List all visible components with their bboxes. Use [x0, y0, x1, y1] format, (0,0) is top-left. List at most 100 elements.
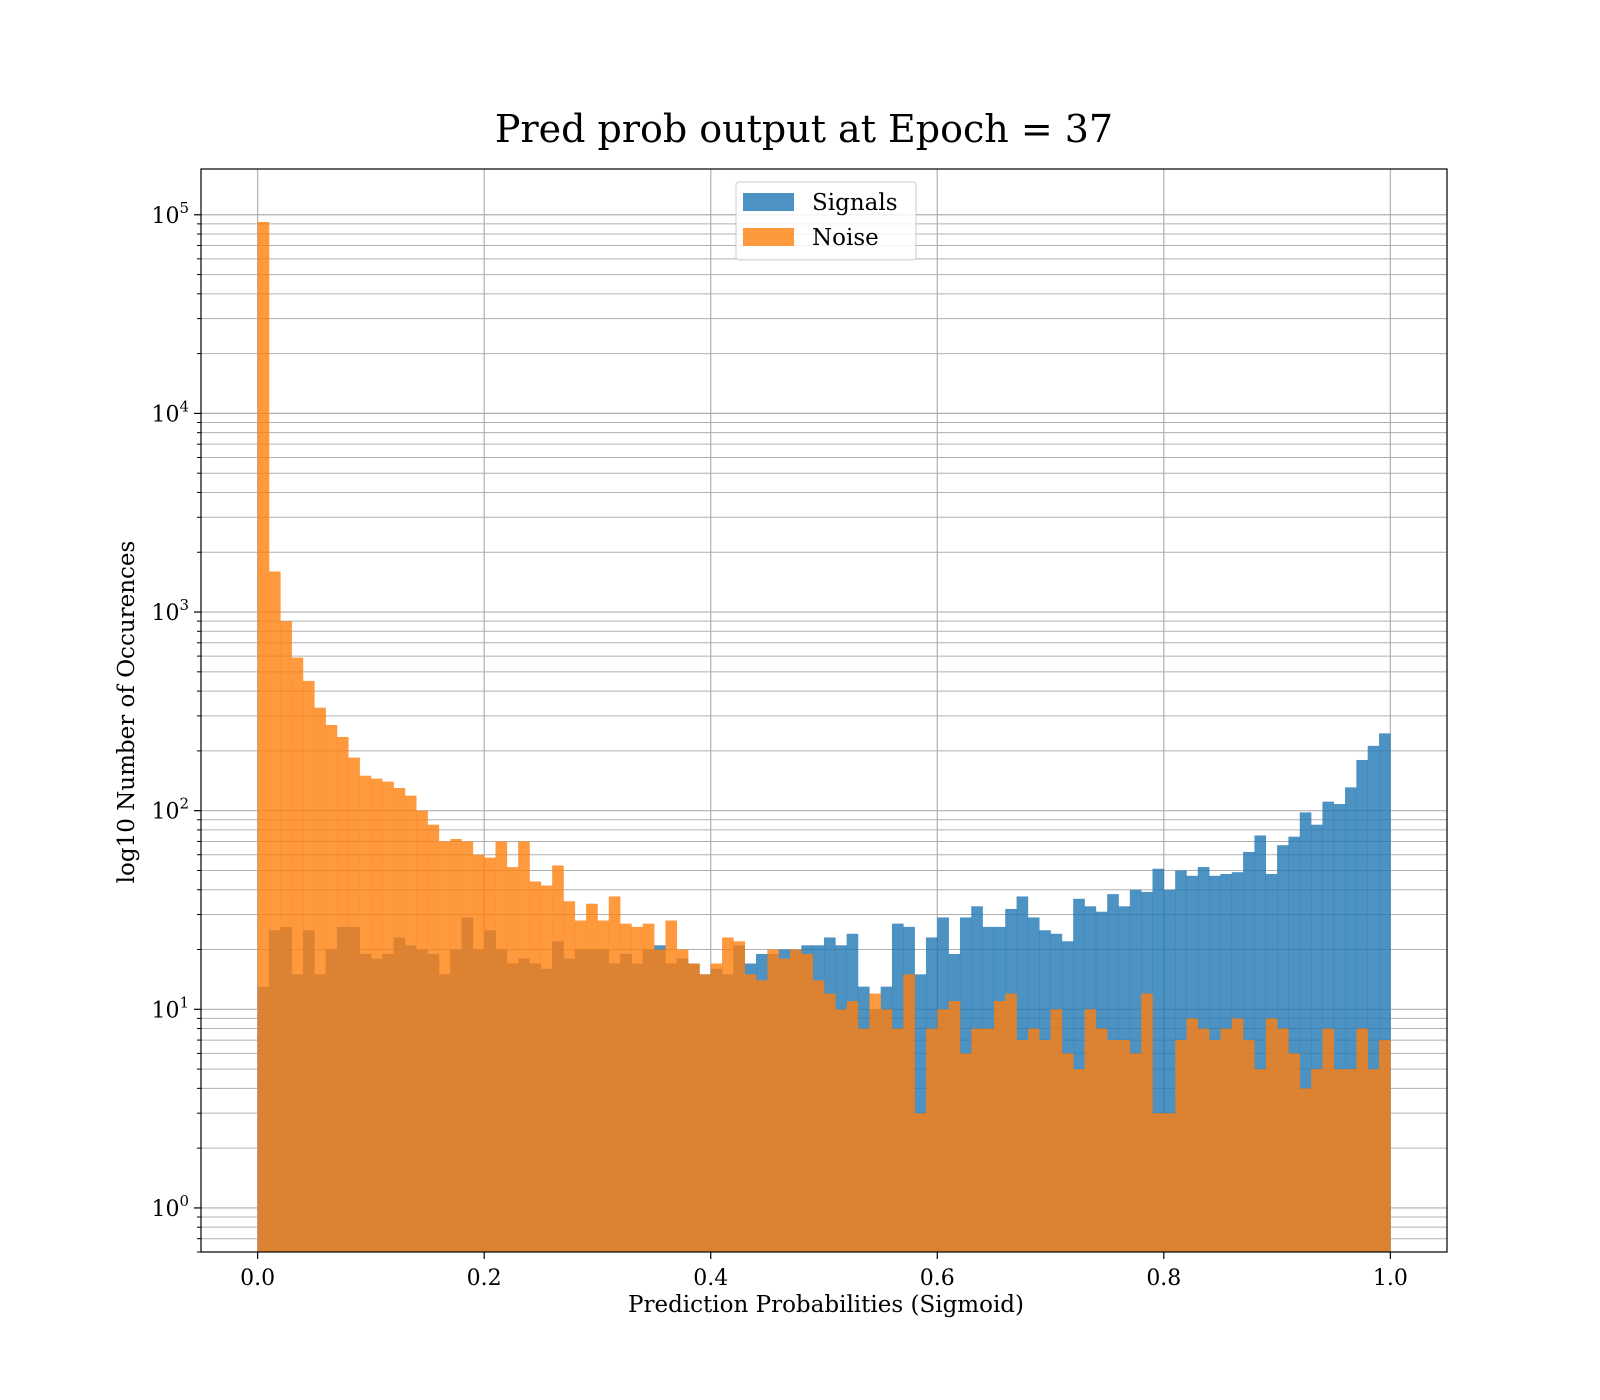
y-axis-label: log10 Number of Occurences — [114, 541, 140, 884]
bar-noise — [665, 920, 678, 1252]
bar-noise — [484, 857, 496, 1252]
plot-frame — [200, 168, 1448, 1253]
bar-noise — [1084, 1009, 1097, 1252]
bar-noise — [767, 949, 779, 1252]
x-axis: 0.0 0.2 0.4 0.6 0.8 1.0 — [240, 1252, 1408, 1291]
bar-noise — [654, 949, 666, 1252]
legend-swatch-noise — [743, 228, 794, 246]
bar-noise — [869, 993, 881, 1252]
bar-noise — [393, 788, 406, 1252]
bar-noise — [404, 795, 417, 1252]
bar-noise — [914, 1113, 927, 1252]
legend-label-noise: Noise — [812, 225, 879, 251]
y-tick-label: 101 — [151, 993, 189, 1023]
bar-noise — [1243, 1040, 1255, 1252]
bar-signals — [1254, 835, 1267, 1252]
y-axis: 100 101 102 103 104 105 — [151, 199, 201, 1253]
bar-noise — [993, 1001, 1006, 1252]
x-tick-label: 1.0 — [1373, 1266, 1408, 1291]
bar-noise — [631, 926, 644, 1252]
bar-noise — [1005, 993, 1017, 1252]
bar-noise — [1095, 1028, 1108, 1252]
y-tick-label: 105 — [151, 199, 189, 229]
x-tick-label: 0.4 — [693, 1266, 728, 1291]
bar-noise — [1061, 1053, 1074, 1252]
bar-noise — [506, 867, 519, 1252]
bar-noise — [835, 1009, 847, 1252]
bar-noise — [1209, 1040, 1221, 1252]
x-tick-label: 0.6 — [920, 1266, 955, 1291]
bar-noise — [552, 865, 564, 1252]
bar-signals — [1152, 868, 1165, 1252]
bar-noise — [937, 1009, 949, 1252]
bar-signals — [1322, 801, 1335, 1252]
chart-title: Pred prob output at Epoch = 37 — [495, 107, 1113, 151]
bar-noise — [314, 707, 326, 1252]
x-axis-label: Prediction Probabilities (Sigmoid) — [628, 1292, 1024, 1318]
bar-noise — [1141, 993, 1153, 1252]
legend: Signals Noise — [735, 181, 917, 261]
bar-noise — [1288, 1053, 1301, 1252]
bar-noise — [982, 1028, 995, 1252]
bar-noise — [722, 937, 734, 1252]
bar-noise — [1050, 1009, 1063, 1252]
bar-noise — [925, 1028, 938, 1252]
bar-noise — [416, 810, 428, 1252]
x-tick-label: 0.8 — [1146, 1266, 1181, 1291]
bar-noise — [891, 1028, 904, 1252]
bar-noise — [518, 841, 530, 1252]
bar-noise — [1107, 1040, 1119, 1252]
bar-noise — [1299, 1088, 1312, 1252]
bar-noise — [801, 953, 813, 1252]
y-tick-label: 100 — [151, 1192, 189, 1222]
bar-noise — [597, 920, 610, 1252]
bar-noise — [1345, 1069, 1357, 1252]
x-tick-label: 0.0 — [240, 1266, 275, 1291]
legend-swatch-signals — [743, 193, 794, 211]
bar-noise — [586, 903, 598, 1252]
bar-noise — [688, 963, 700, 1252]
bar-noise — [1186, 1018, 1199, 1252]
bar-noise — [382, 781, 394, 1252]
bar-noise — [370, 778, 383, 1252]
bar-noise — [529, 881, 542, 1252]
bar-signals — [1333, 804, 1346, 1252]
bar-noise — [563, 901, 576, 1252]
bar-noise — [427, 824, 440, 1252]
bar-noise — [438, 841, 451, 1252]
series-noise — [257, 221, 1391, 1252]
bar-noise — [608, 896, 621, 1252]
bar-noise — [1118, 1040, 1131, 1252]
y-tick-label: 103 — [151, 596, 189, 626]
bar-noise — [257, 221, 270, 1252]
bar-noise — [948, 1001, 961, 1252]
bar-noise — [1277, 1028, 1289, 1252]
bar-signals — [1311, 824, 1323, 1252]
bar-noise — [1175, 1040, 1187, 1252]
y-tick-label: 102 — [151, 795, 189, 825]
bar-noise — [824, 993, 836, 1252]
bar-noise — [1197, 1028, 1210, 1252]
bar-noise — [971, 1028, 983, 1252]
bar-noise — [959, 1053, 972, 1252]
bar-noise — [733, 941, 746, 1252]
bar-signals — [1345, 787, 1357, 1252]
bar-noise — [642, 923, 655, 1252]
bar-noise — [1163, 1113, 1176, 1252]
bar-noise — [1152, 1113, 1165, 1252]
x-tick-label: 0.2 — [467, 1266, 502, 1291]
bar-noise — [291, 657, 304, 1252]
bar-noise — [302, 680, 315, 1252]
bar-noise — [1379, 1040, 1391, 1252]
bar-noise — [280, 621, 292, 1252]
bar-noise — [1027, 1028, 1040, 1252]
bar-noise — [1311, 1069, 1323, 1252]
bar-noise — [495, 841, 508, 1252]
bar-noise — [461, 841, 474, 1252]
bar-signals — [1356, 759, 1369, 1252]
bar-noise — [846, 1001, 859, 1252]
bar-noise — [325, 724, 338, 1252]
bar-noise — [1254, 1069, 1267, 1252]
bar-noise — [574, 920, 587, 1252]
bar-noise — [676, 949, 689, 1252]
